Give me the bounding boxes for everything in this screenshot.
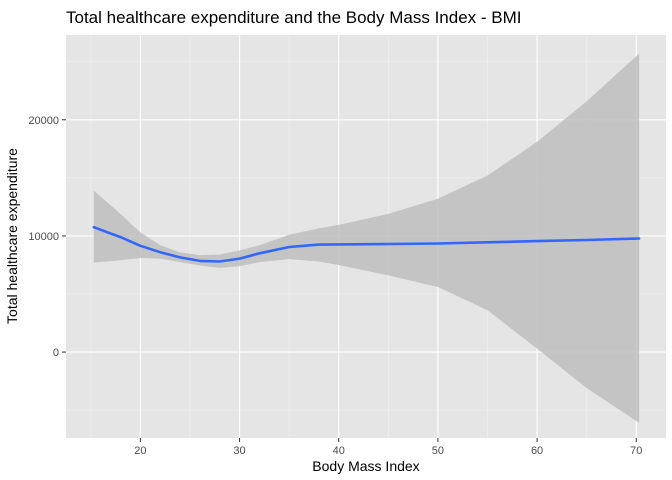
axes: 20 30 40 50 60 70 0 10000 20000 [28,115,642,457]
x-tick-label: 70 [630,445,642,457]
y-axis-title: Total healthcare expenditure [4,148,20,324]
trend-line [92,225,641,263]
x-tick-label: 50 [432,445,444,457]
y-tick-label: 0 [53,347,59,359]
chart-title: Total healthcare expenditure and the Bod… [66,8,521,27]
y-tick-label: 20000 [28,115,59,127]
x-tick-label: 40 [333,445,345,457]
x-axis-title: Body Mass Index [312,458,419,474]
x-tick-label: 30 [233,445,245,457]
x-tick-label: 60 [531,445,543,457]
confidence-ribbon [93,53,640,423]
x-tick-label: 20 [134,445,146,457]
y-tick-label: 10000 [28,231,59,243]
